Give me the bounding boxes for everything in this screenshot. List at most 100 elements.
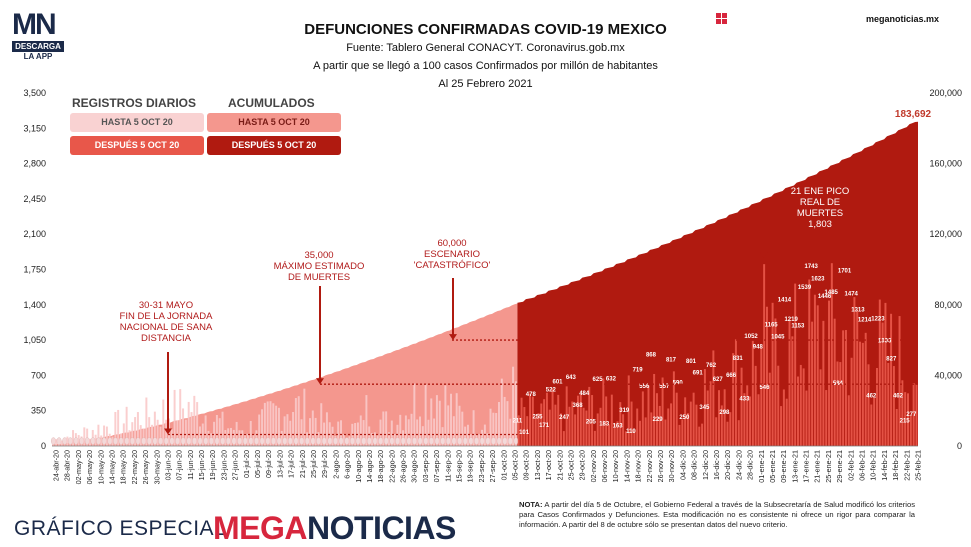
daily-bar — [249, 420, 252, 446]
daily-bar — [526, 416, 529, 446]
daily-bar-label — [282, 437, 288, 445]
daily-bar — [300, 419, 303, 446]
daily-bar — [630, 401, 633, 446]
x-tick-label: 27-sep-20 — [488, 450, 497, 482]
daily-bar-label — [248, 437, 254, 445]
daily-bar-label — [101, 437, 107, 445]
daily-bar-label — [208, 437, 214, 445]
daily-bar — [859, 341, 862, 446]
daily-bar — [574, 414, 577, 446]
legend-cum-after: DESPUÉS 5 OCT 20 — [207, 136, 341, 155]
site-url[interactable]: meganoticias.mx — [865, 14, 939, 24]
daily-bar-label — [67, 437, 73, 445]
daily-bar — [768, 372, 771, 446]
daily-bar — [844, 330, 847, 446]
y-left-tick-label: 2,450 — [23, 194, 46, 204]
daily-bar — [545, 392, 548, 446]
daily-bar-label — [220, 437, 226, 445]
x-tick-label: 07-jun-20 — [175, 450, 184, 480]
footer-brand[interactable]: MEGANOTICIAS — [213, 510, 456, 546]
daily-bar — [624, 431, 627, 446]
daily-bar-label — [141, 437, 147, 445]
daily-bar — [819, 369, 822, 446]
daily-bar — [579, 393, 582, 446]
daily-bar — [311, 410, 314, 446]
daily-bar — [275, 405, 278, 446]
daily-bar-label — [304, 437, 310, 445]
x-tick-label: 04-dic-20 — [678, 450, 687, 480]
daily-bar — [763, 264, 766, 446]
y-right-tick-label: 0 — [957, 441, 962, 451]
daily-bar — [88, 438, 91, 446]
daily-value-label: 557 — [659, 384, 670, 390]
daily-bar — [198, 426, 201, 446]
daily-bar — [292, 412, 295, 446]
daily-bar — [551, 388, 554, 446]
x-tick-label: 06-may-20 — [85, 450, 94, 484]
daily-bar-label — [378, 437, 384, 445]
daily-bar — [895, 408, 898, 446]
daily-value-label: 247 — [559, 415, 570, 421]
daily-bar — [125, 406, 128, 446]
daily-bar — [785, 398, 788, 446]
daily-bar — [331, 426, 334, 446]
x-tick-label: 21-ene-21 — [813, 450, 822, 483]
x-tick-label: 05-jul-20 — [253, 450, 262, 478]
daily-bar-label — [344, 437, 350, 445]
daily-bar — [294, 398, 297, 446]
daily-value-label: 462 — [866, 393, 877, 399]
daily-bar-label — [468, 437, 474, 445]
daily-bar — [647, 385, 650, 446]
daily-bar — [661, 377, 664, 446]
daily-bar-label — [417, 437, 423, 445]
daily-bar — [497, 402, 500, 446]
chart-source: Fuente: Tablero General CONACYT. Coronav… — [346, 42, 625, 54]
daily-bar — [560, 413, 563, 446]
daily-bar — [698, 426, 701, 446]
daily-bar — [314, 417, 317, 446]
daily-bar — [176, 420, 179, 446]
y-left-tick-label: 3,150 — [23, 123, 46, 133]
daily-bar — [280, 430, 283, 446]
daily-bar — [151, 424, 154, 446]
daily-bar — [830, 263, 833, 446]
x-tick-label: 09-oct-20 — [522, 450, 531, 480]
x-tick-label: 19-sep-20 — [466, 450, 475, 482]
x-tick-label: 29-oct-20 — [578, 450, 587, 480]
daily-bar-label — [152, 437, 158, 445]
daily-bar-label — [299, 437, 305, 445]
daily-bar — [726, 421, 729, 446]
y-left-tick-label: 700 — [31, 370, 46, 380]
daily-bar — [342, 434, 345, 446]
daily-value-label: 719 — [633, 367, 644, 373]
daily-bar — [103, 425, 106, 446]
daily-bar — [588, 386, 591, 446]
daily-value-label: 319 — [619, 408, 630, 414]
x-tick-label: 25-jul-20 — [309, 450, 318, 478]
daily-bar — [729, 412, 732, 446]
x-tick-label: 13-jul-20 — [275, 450, 284, 478]
daily-bar-label — [361, 437, 367, 445]
daily-bar — [816, 305, 819, 446]
daily-bar — [608, 424, 610, 446]
x-tick-label: 28-dic-20 — [746, 450, 755, 480]
daily-bar — [842, 330, 845, 446]
daily-bar — [139, 425, 142, 446]
daily-bar — [591, 395, 594, 446]
daily-bar — [461, 411, 464, 446]
daily-bar — [833, 318, 836, 446]
daily-bar — [703, 369, 706, 446]
x-tick-label: 17-ene-21 — [802, 450, 811, 483]
daily-bar — [246, 433, 249, 446]
brand-logo[interactable]: MN DESCARGA LA APP — [12, 10, 64, 61]
daily-bar — [534, 417, 537, 446]
footer-special: GRÁFICO ESPECIAL — [14, 517, 227, 540]
daily-value-label: 625 — [593, 377, 604, 383]
daily-bar-label — [372, 437, 378, 445]
daily-bar — [517, 415, 520, 446]
daily-value-label: 601 — [552, 379, 563, 385]
daily-bar — [734, 339, 737, 446]
daily-bar — [204, 415, 207, 446]
daily-bar — [684, 397, 687, 446]
daily-bar — [489, 408, 492, 446]
